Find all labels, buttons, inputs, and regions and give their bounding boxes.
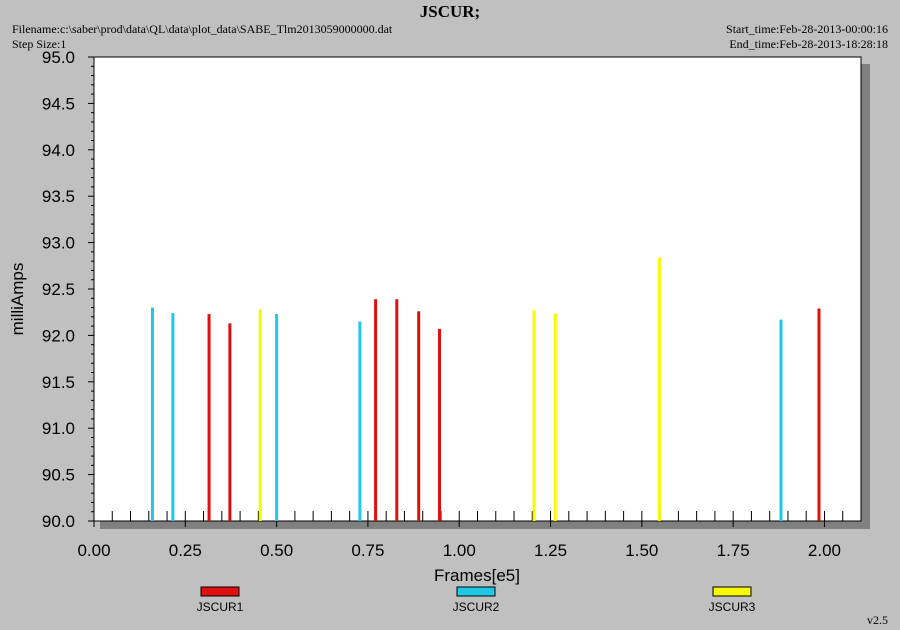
y-tick-label: 92.0: [42, 326, 75, 345]
y-tick-label: 92.5: [42, 280, 75, 299]
step-size-label: Step Size:1: [12, 37, 67, 51]
legend-label-jscur3: JSCUR3: [709, 600, 756, 614]
x-tick-label: 2.00: [808, 541, 841, 560]
plot-area: [93, 56, 862, 522]
end-time-label: End_time:Feb-28-2013-18:28:18: [729, 37, 888, 51]
legend: JSCUR1 JSCUR2 JSCUR3: [197, 586, 756, 614]
bar-jscur1: [438, 328, 442, 521]
filename-label: Filename:c:\saber\prod\data\QL\data\plot…: [12, 22, 393, 36]
x-tick-label: 1.25: [534, 541, 567, 560]
y-tick-label: 93.5: [42, 187, 75, 206]
bar-jscur1: [207, 314, 211, 521]
y-tick-label: 91.0: [42, 419, 75, 438]
minor-ticks: [111, 511, 844, 521]
bar-jscur2: [358, 321, 362, 521]
x-tick-label: 1.75: [717, 541, 750, 560]
bar-jscur2: [150, 307, 154, 521]
y-axis-label: milliAmps: [8, 263, 27, 336]
legend-label-jscur1: JSCUR1: [197, 600, 244, 614]
bar-jscur3: [258, 309, 262, 521]
x-tick-label: 0.75: [351, 541, 384, 560]
y-tick-label: 95.0: [42, 48, 75, 67]
y-axis: 90.0 90.5 91.0 91.5 92.0 92.5 93.0 93.5 94.0 94.5…: [42, 48, 94, 531]
x-tick-label: 1.50: [625, 541, 658, 560]
bar-jscur2: [275, 314, 279, 521]
y-tick-label: 91.5: [42, 373, 75, 392]
x-tick-label: 1.00: [443, 541, 476, 560]
x-axis-label: Frames[e5]: [434, 566, 520, 585]
y-tick-label: 94.5: [42, 94, 75, 113]
bar-jscur3: [553, 313, 557, 521]
bar-jscur2: [779, 319, 783, 521]
x-axis: 0.00 0.25 0.50 0.75 1.00 1.25 1.50 1.75 2.00: [77, 521, 841, 560]
bar-jscur1: [228, 323, 232, 521]
version-label: v2.5: [867, 613, 888, 627]
chart-title: JSCUR;: [419, 2, 481, 21]
legend-swatch-jscur2: [456, 586, 496, 597]
y-tick-label: 94.0: [42, 141, 75, 160]
bar-jscur1: [395, 299, 399, 521]
bar-jscur1: [374, 299, 378, 521]
bar-jscur1: [417, 311, 421, 521]
bar-jscur3: [532, 310, 536, 521]
x-tick-label: 0.00: [77, 541, 110, 560]
bar-jscur2: [171, 313, 175, 521]
y-tick-label: 90.5: [42, 466, 75, 485]
legend-label-jscur2: JSCUR2: [453, 600, 500, 614]
x-tick-label: 0.25: [169, 541, 202, 560]
data-bars: [150, 257, 821, 521]
legend-swatch-jscur3: [712, 586, 752, 597]
y-tick-label: 90.0: [42, 512, 75, 531]
start-time-label: Start_time:Feb-28-2013-00:00:16: [726, 22, 888, 36]
legend-swatch-jscur1: [200, 586, 240, 597]
x-tick-label: 0.50: [260, 541, 293, 560]
bar-jscur1: [817, 308, 821, 521]
bar-jscur3: [657, 257, 661, 521]
y-tick-label: 93.0: [42, 234, 75, 253]
